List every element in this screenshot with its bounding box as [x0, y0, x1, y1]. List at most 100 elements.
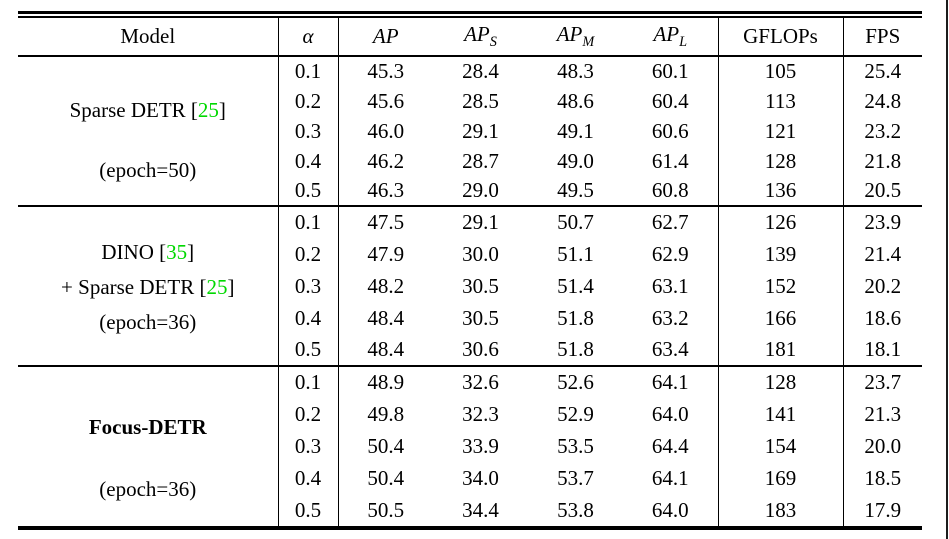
cell-ap: 46.0: [367, 118, 405, 143]
cell-ap_s: 29.1: [462, 118, 499, 143]
cell-gflops: 181: [717, 334, 843, 366]
model-epoch-line: (epoch=50): [99, 157, 196, 183]
cell-ap: 46.3: [367, 178, 405, 202]
cell-fps: 21.4: [842, 238, 922, 270]
cell-ap_m: 50.7: [528, 205, 623, 238]
cell-ap_l: 64.0: [651, 401, 689, 426]
cell-alpha: 0.3: [277, 270, 339, 302]
page-right-border-line: [946, 0, 948, 539]
table-body: Sparse DETR [25] (epoch=50) 0.1 45.3 28.4 48.…: [18, 56, 922, 526]
model-label: Sparse DETR [25] (epoch=50): [18, 79, 278, 183]
table-row: 0.4 50.4 34.0 53.7 64.1 169 18.5: [18, 462, 922, 494]
citation-ref[interactable]: 25: [197, 98, 219, 122]
cell-gflops: 154: [717, 430, 843, 462]
cell-ap: 48.9: [338, 365, 433, 398]
cell-alpha: 0.4: [277, 462, 339, 494]
cell-fps: 18.5: [842, 462, 922, 494]
cell-gflops: 128: [717, 365, 843, 398]
cell-ap_l: 63.1: [651, 273, 689, 298]
cell-alpha: 0.3: [277, 430, 339, 462]
table-row: 0.3 48.2 30.5 51.4 63.1 152 20.2: [18, 270, 922, 302]
cell-ap: 48.2: [367, 273, 405, 298]
cell-ap: 50.4: [367, 433, 405, 458]
cell-ap_l: 60.4: [651, 88, 689, 113]
table-row: 0.3 46.0 29.1 49.1 60.6 121 23.2: [18, 116, 922, 146]
table-row: 0.2 47.9 30.0 51.1 62.9 139 21.4: [18, 238, 922, 270]
col-header-fps: FPS: [842, 18, 922, 57]
cell-alpha: 0.5: [277, 334, 339, 366]
col-header-ap-m: APM: [528, 18, 623, 57]
table-row: DINO [35] + Sparse DETR [25] (epoch=36) 0.1…: [18, 205, 922, 366]
table-row: 0.3 50.4 33.9 53.5 64.4 154 20.0: [18, 430, 922, 462]
cell-fps: 25.4: [842, 56, 922, 86]
table-row: 0.5 50.5 34.4 53.8 64.0 183 17.9: [18, 494, 922, 526]
header-row: Model α AP APS APM APL GFLOPs FPS: [18, 18, 922, 57]
cell-gflops: 128: [717, 146, 843, 176]
table-row: Sparse DETR [25] (epoch=50) 0.1 45.3 28.4 48.…: [18, 56, 922, 182]
cell-ap_m: 51.1: [557, 241, 594, 266]
table-row: Focus-DETR (epoch=36) 0.1 48.9 32.6 52.6 64.1 1…: [18, 365, 922, 526]
model-name-line: + Sparse DETR [25]: [61, 274, 234, 300]
table-top-rule-thick: [18, 11, 922, 14]
cell-alpha: 0.4: [277, 146, 339, 176]
cell-gflops: 139: [717, 238, 843, 270]
cell-ap_l: 63.4: [651, 337, 689, 361]
model-text: ]: [187, 240, 195, 264]
col-header-ap: AP: [338, 18, 433, 57]
cell-ap_m: 49.5: [557, 178, 594, 202]
cell-ap: 50.4: [367, 465, 405, 490]
model-name-line: DINO [35]: [101, 239, 194, 265]
table-row: 0.2 49.8 32.3 52.9 64.0 141 21.3: [18, 398, 922, 430]
cell-ap_s: 28.4: [462, 59, 499, 83]
cell-ap_s: 30.0: [462, 241, 499, 266]
cell-alpha: 0.5: [277, 494, 339, 526]
cell-fps: 24.8: [842, 86, 922, 116]
model-text: Focus-DETR: [88, 414, 207, 439]
cell-fps: 23.7: [842, 365, 922, 398]
model-text: + Sparse DETR [: [61, 275, 207, 299]
table-row: 0.5 46.3 29.0 49.5 60.8 136 20.5: [18, 176, 922, 206]
cell-alpha: 0.1: [277, 365, 339, 398]
cell-fps: 23.9: [842, 205, 922, 238]
cell-fps: 18.6: [842, 302, 922, 334]
citation-ref[interactable]: 35: [166, 240, 188, 264]
model-text: (epoch=36): [99, 476, 197, 501]
cell-ap_m: 48.6: [557, 88, 594, 113]
cell-fps: 17.9: [842, 494, 922, 526]
cell-ap_m: 52.6: [528, 365, 623, 398]
cell-ap_l: 62.9: [651, 241, 689, 266]
cell-alpha: 0.1: [277, 56, 339, 86]
cell-fps: 18.1: [842, 334, 922, 366]
cell-ap_m: 53.7: [557, 465, 594, 490]
cell-alpha: 0.2: [277, 398, 339, 430]
citation-ref[interactable]: 25: [206, 275, 228, 299]
table-top-rule-thin: [18, 16, 922, 18]
cell-gflops: 166: [717, 302, 843, 334]
model-label: DINO [35] + Sparse DETR [25] (epoch=36): [18, 237, 278, 335]
model-epoch-line: (epoch=36): [99, 476, 196, 502]
model-name-line: Sparse DETR [25]: [70, 97, 226, 123]
cell-ap_s: 28.5: [462, 88, 499, 113]
cell-alpha: 0.4: [277, 302, 339, 334]
cell-gflops: 183: [717, 494, 843, 526]
cell-gflops: 169: [717, 462, 843, 494]
model-text: Sparse DETR [: [69, 98, 198, 122]
model-cell: Focus-DETR (epoch=36): [18, 365, 278, 526]
model-cell: DINO [35] + Sparse DETR [25] (epoch=36): [18, 205, 278, 366]
model-text: ]: [227, 275, 235, 299]
ablation-table: Model α AP APS APM APL GFLOPs FPS Sparse…: [18, 18, 922, 526]
model-epoch-line: (epoch=36): [99, 309, 196, 335]
cell-ap_l: 60.8: [651, 178, 689, 202]
cell-fps: 23.2: [842, 116, 922, 146]
cell-ap_m: 52.9: [557, 401, 594, 426]
cell-alpha: 0.5: [277, 176, 339, 206]
model-text: ]: [218, 98, 226, 122]
cell-ap_m: 53.5: [557, 433, 594, 458]
cell-ap_m: 51.8: [557, 305, 594, 330]
col-header-gflops: GFLOPs: [717, 18, 843, 57]
model-label: Focus-DETR (epoch=36): [18, 392, 278, 502]
cell-gflops: 126: [717, 205, 843, 238]
cell-ap_m: 48.3: [557, 59, 594, 83]
cell-ap: 48.4: [367, 337, 405, 361]
cell-ap_l: 64.1: [623, 365, 718, 398]
